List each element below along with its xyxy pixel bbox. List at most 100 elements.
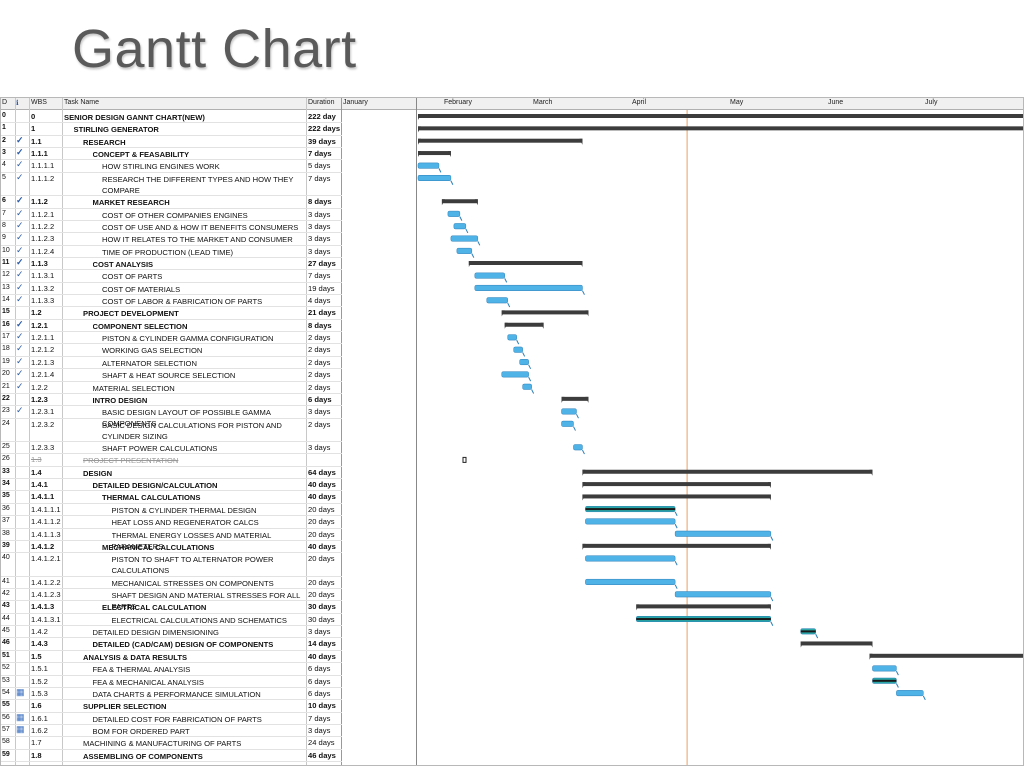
table-row[interactable]: 58 1.7 MACHINING & MANUFACTURING OF PARTS 2… [1,737,342,749]
summary-bar-end-cap [579,138,583,145]
wbs-cell: 1.5.3 [31,688,48,698]
dependency-link [576,413,579,419]
task-bar [522,383,532,390]
table-row[interactable]: 38 1.4.1.1.3 THERMAL ENERGY LOSSES AND MAT… [1,529,342,551]
summary-bar [869,653,1023,658]
table-row[interactable]: 14 ✓ 1.1.3.3 COST OF LABOR & FABRICATION OF… [1,294,342,307]
table-row[interactable]: 39 1.4.1.2 MECHANICAL CALCULATIONS 40 days [1,541,342,553]
task-id-cell: 44 [2,614,10,622]
table-row[interactable]: 23 ✓ 1.2.3.1 BASIC DESIGN LAYOUT OF POSSIBL… [1,405,342,428]
col-header-wbs[interactable]: WBS [31,99,47,106]
completed-check-icon: ✓ [16,355,24,366]
info-column-icon[interactable]: ℹ [16,100,19,107]
task-name-cell: BASIC DESIGN CALCULATIONS FOR PISTON AND… [102,420,282,441]
col-header-id[interactable]: D [2,99,8,106]
table-row[interactable]: 6 ✓ 1.1.2 MARKET RESEARCH 8 days [1,195,342,208]
task-id-cell: 51 [2,651,10,659]
table-row[interactable]: 3 ✓ 1.1.1 CONCEPT & FEASABILITY 7 days [1,147,342,160]
task-name-cell: PROJECT PRESENTATION [83,456,179,466]
table-row[interactable]: 13 ✓ 1.1.3.2 COST OF MATERIALS 19 days [1,282,342,295]
duration-cell: 39 days [308,136,336,146]
task-id-cell: 42 [2,590,10,598]
duration-cell: 2 days [308,333,331,343]
table-row[interactable]: 25 1.2.3.3 SHAFT POWER CALCULATIONS 3 days [1,442,342,454]
table-row[interactable]: 53 1.5.2 FEA & MECHANICAL ANALYSIS 6 days [1,676,342,688]
summary-bar-end-cap [579,261,583,267]
wbs-cell: 1.4.3 [31,639,48,649]
table-row[interactable]: 55 1.6 SUPPLIER SELECTION 10 days [1,700,342,712]
table-row[interactable]: 1 1 STIRLING GENERATOR 222 days [1,123,342,135]
summary-bar-start-cap [418,151,421,158]
wbs-cell: 1.4.1.2.2 [31,577,61,587]
table-row[interactable]: 8 ✓ 1.1.2.2 COST OF USE AND & HOW IT BENEFI… [1,220,342,233]
table-row[interactable]: 44 1.4.1.3.1 ELECTRICAL CALCULATIONS AND S… [1,614,342,626]
duration-cell: 20 days [308,517,335,527]
table-row[interactable]: 4 ✓ 1.1.1.1 HOW STIRLING ENGINES WORK 5 days [1,159,342,172]
table-row[interactable]: 43 1.4.1.3 ELECTRICAL CALCULATION 30 days [1,601,342,613]
task-bar [585,555,676,562]
task-name-cell: PISTON & CYLINDER THERMAL DESIGN [111,505,257,515]
table-row[interactable]: 46 1.4.3 DETAILED (CAD/CAM) DESIGN OF COMP… [1,638,342,650]
table-row[interactable]: 17 ✓ 1.2.1.1 PISTON & CYLINDER GAMMA CONFIG… [1,331,342,344]
table-row[interactable]: 0 0 SENIOR DESIGN GANNT CHART(NEW) 222 day [1,111,342,123]
table-row[interactable]: 52 1.5.1 FEA & THERMAL ANALYSIS 6 days [1,663,342,675]
table-row[interactable]: 36 1.4.1.1.1 PISTON & CYLINDER THERMAL DES… [1,504,342,516]
wbs-cell: 1.5.1 [31,664,48,674]
task-id-cell: 22 [2,394,10,402]
duration-cell: 222 days [308,124,341,134]
table-row[interactable]: 37 1.4.1.1.2 HEAT LOSS AND REGENERATOR CAL… [1,516,342,528]
table-row[interactable]: 45 1.4.2 DETAILED DESIGN DIMENSIONING 3 day… [1,626,342,638]
table-row[interactable]: 11 ✓ 1.1.3 COST ANALYSIS 27 days [1,257,342,270]
table-row[interactable]: 9 ✓ 1.1.2.3 HOW IT RELATES TO THE MARKET AN… [1,232,342,245]
table-row[interactable]: 18 ✓ 1.2.1.2 WORKING GAS SELECTION 2 days [1,343,342,356]
task-name-cell: ANALYSIS & DATA RESULTS [83,652,188,662]
table-row[interactable]: 22 1.2.3 INTRO DESIGN 6 days [1,394,342,406]
table-row[interactable]: 2 ✓ 1.1 RESEARCH 39 days [1,135,342,148]
task-id-cell: 23 [2,407,10,415]
table-row[interactable]: 33 1.4 DESIGN 64 days [1,467,342,479]
task-bar [585,518,676,525]
completed-check-icon: ✓ [16,269,24,280]
col-header-task-name[interactable]: Task Name [64,99,100,106]
table-row[interactable]: 16 ✓ 1.2.1 COMPONENT SELECTION 8 days [1,319,342,332]
table-row[interactable]: 12 ✓ 1.1.3.1 COST OF PARTS 7 days [1,269,342,282]
table-row[interactable]: 51 1.5 ANALYSIS & DATA RESULTS 40 days [1,651,342,663]
table-row[interactable]: 34 1.4.1 DETAILED DESIGN/CALCULATION 40 day… [1,479,342,491]
table-row[interactable]: 20 ✓ 1.2.1.4 SHAFT & HEAT SOURCE SELECTION 2… [1,368,342,381]
duration-cell: 3 days [308,443,331,453]
month-header-february: February [444,99,473,106]
task-id-cell: 14 [2,296,10,304]
wbs-cell: 1.6 [31,701,42,711]
wbs-cell: 1.1.3.1 [31,271,55,281]
table-row[interactable]: 5 ✓ 1.1.1.2 RESEARCH THE DIFFERENT TYPES AN… [1,172,342,197]
table-row[interactable]: 35 1.4.1.1 THERMAL CALCULATIONS 40 days [1,491,342,503]
table-row[interactable]: 24 1.2.3.2 BASIC DESIGN CALCULATIONS FOR P… [1,419,342,443]
table-row[interactable]: 26 1.3 PROJECT PRESENTATION [1,454,342,466]
wbs-cell: 1.1 [31,136,42,146]
table-row[interactable]: 40 1.4.1.2.1 PISTON TO SHAFT TO ALTERNATOR… [1,553,342,577]
duration-cell: 21 days [308,308,336,318]
task-id-cell: 1 [2,124,6,132]
summary-bar-end-cap [447,151,451,158]
table-row[interactable]: 15 1.2 PROJECT DEVELOPMENT 21 days [1,307,342,319]
month-header-april: April [632,99,647,106]
task-name-cell: THERMAL ENERGY LOSSES AND MATERIAL PARAM… [111,530,272,551]
col-header-duration[interactable]: Duration [308,99,335,106]
table-row[interactable]: 56 ▦ 1.6.1 DETAILED COST FOR FABRICATION OF… [1,712,342,725]
table-row[interactable]: 41 1.4.1.2.2 MECHANICAL STRESSES ON COMPON… [1,577,342,589]
table-row[interactable]: 10 ✓ 1.1.2.4 TIME OF PRODUCTION (LEAD TIME)… [1,245,342,258]
table-row[interactable]: 7 ✓ 1.1.2.1 COST OF OTHER COMPANIES ENGINES… [1,208,342,221]
table-row[interactable]: 19 ✓ 1.2.1.3 ALTERNATOR SELECTION 2 days [1,355,342,369]
summary-bar-start-cap [582,469,586,476]
summary-bar-end-cap [585,396,589,403]
table-row[interactable]: 21 ✓ 1.2.2 MATERIAL SELECTION 2 days [1,381,342,394]
completed-check-icon: ✓ [16,232,24,243]
table-row[interactable]: 54 ▦ 1.5.3 DATA CHARTS & PERFORMANCE SIMULA… [1,687,342,700]
table-row[interactable]: 57 ▦ 1.6.2 BOM FOR ORDERED PART 3 days [1,724,342,737]
summary-bar-start-cap [468,261,472,267]
table-row[interactable]: 42 1.4.1.2.3 SHAFT DESIGN AND MATERIAL STR… [1,589,342,611]
table-row[interactable]: 59 1.8 ASSEMBLING OF COMPONENTS 46 days [1,750,342,762]
task-bar [507,334,517,341]
dependency-link [674,511,678,517]
summary-bar-end-cap [767,494,771,501]
